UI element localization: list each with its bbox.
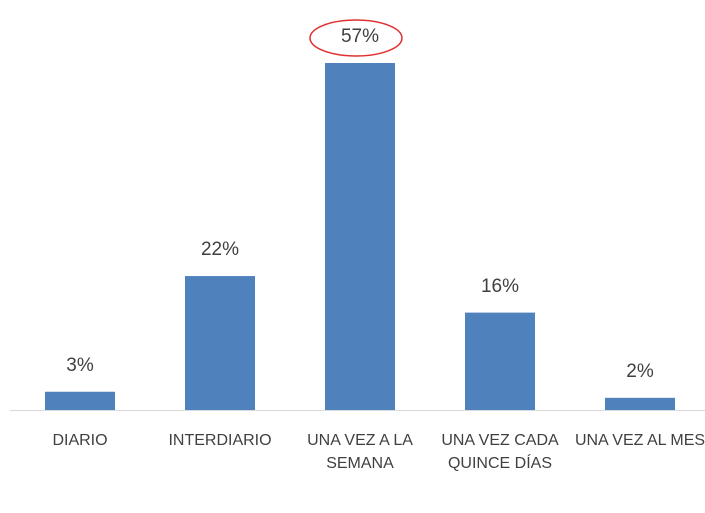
value-label: 2% [626, 360, 654, 382]
bar [465, 312, 535, 410]
value-label: 22% [200, 239, 240, 261]
x-tick-label: DIARIO [52, 432, 108, 449]
bar [605, 397, 675, 410]
highlight-ellipse [309, 19, 403, 57]
x-tick-label: INTERDIARIO [168, 432, 272, 449]
x-tick-label: UNA VEZ AL MES [574, 432, 705, 449]
bar [45, 391, 115, 410]
value-label: 16% [480, 275, 520, 297]
value-label: 3% [66, 354, 94, 376]
value-label: 57% [340, 26, 380, 47]
bar [325, 63, 395, 410]
x-tick-label: UNA VEZ CADA QUINCE DÍAS [441, 432, 559, 472]
x-tick-label: UNA VEZ A LA SEMANA [307, 432, 413, 472]
bar [185, 276, 255, 410]
